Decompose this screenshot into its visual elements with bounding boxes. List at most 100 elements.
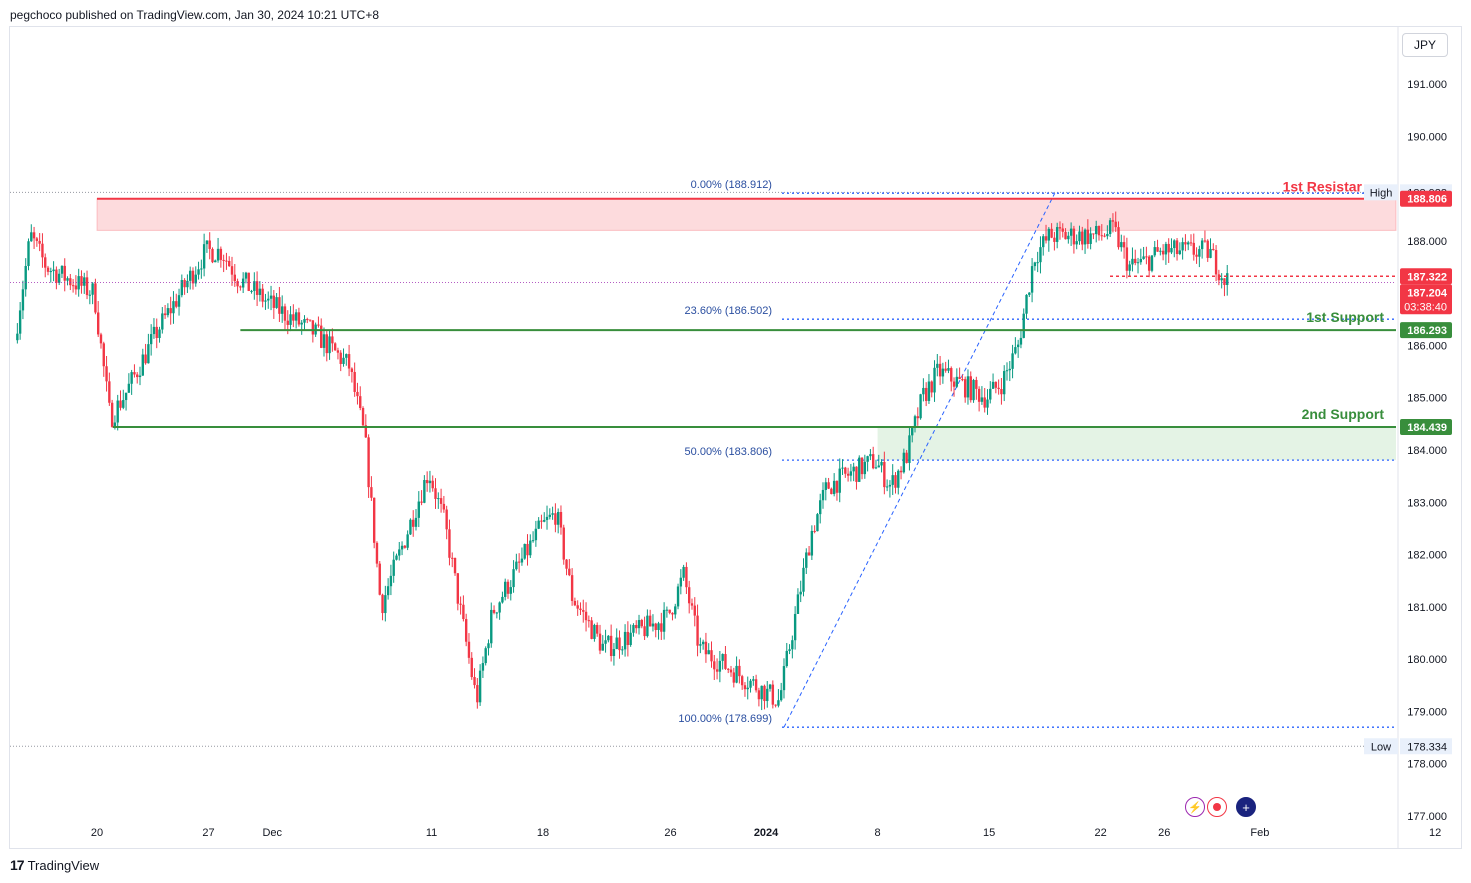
candle-body-75 xyxy=(225,260,228,262)
candle-body-71 xyxy=(214,260,217,263)
candle-body-198 xyxy=(568,568,571,576)
candle-body-218 xyxy=(623,631,627,650)
candle-body-69 xyxy=(208,240,211,249)
candle-body-17 xyxy=(63,265,66,281)
candle-body-406 xyxy=(1147,256,1151,271)
x-tick-5: 26 xyxy=(664,827,676,839)
candle-body-59 xyxy=(180,280,184,296)
lightning-icon[interactable]: ⚡ xyxy=(1185,797,1205,817)
candle-body-404 xyxy=(1142,256,1145,259)
candle-body-391 xyxy=(1106,234,1109,237)
candle-body-86 xyxy=(255,281,259,295)
candle-body-280 xyxy=(796,594,800,614)
currency-button[interactable]: JPY xyxy=(1402,33,1448,57)
candle-body-88 xyxy=(261,288,264,302)
candle-body-297 xyxy=(844,467,847,474)
candle-body-385 xyxy=(1089,233,1092,244)
candle-body-194 xyxy=(556,511,560,525)
candle-body-302 xyxy=(858,457,861,482)
fib-label-3: 100.00% (178.699) xyxy=(678,713,772,725)
candle-body-338 xyxy=(958,376,961,380)
candle-body-213 xyxy=(609,635,613,657)
candle-body-356 xyxy=(1008,368,1011,371)
candle-body-91 xyxy=(269,295,273,299)
candle-body-395 xyxy=(1117,227,1120,248)
candle-body-10 xyxy=(44,257,47,268)
candle-body-112 xyxy=(328,336,331,354)
candle-body-312 xyxy=(885,486,889,488)
candle-body-327 xyxy=(927,381,931,401)
candle-body-374 xyxy=(1058,227,1062,229)
candle-body-414 xyxy=(1170,248,1173,253)
candle-body-231 xyxy=(660,623,663,632)
candle-body-34 xyxy=(110,402,114,427)
uk-flag-icon[interactable]: + xyxy=(1236,797,1256,817)
candle-body-55 xyxy=(169,308,172,314)
candle-body-56 xyxy=(172,301,175,314)
candle-body-46 xyxy=(144,354,147,364)
candle-body-411 xyxy=(1161,250,1165,255)
candle-body-367 xyxy=(1039,247,1042,263)
candle-body-180 xyxy=(517,561,521,563)
candle-body-116 xyxy=(339,352,342,364)
candle-body-389 xyxy=(1100,235,1103,237)
candle-body-239 xyxy=(682,566,685,578)
candle-body-21 xyxy=(74,285,78,290)
candle-body-208 xyxy=(596,624,599,634)
candle-body-191 xyxy=(548,514,552,517)
candle-body-265 xyxy=(754,679,758,691)
candle-body-96 xyxy=(283,306,287,321)
candle-body-92 xyxy=(272,295,276,308)
candle-body-339 xyxy=(961,379,964,381)
x-tick-12: 12 xyxy=(1429,827,1441,839)
candle-body-353 xyxy=(1000,389,1003,395)
candle-body-349 xyxy=(989,388,992,400)
y-tick-9: 186.000 xyxy=(1407,340,1447,352)
candle-body-424 xyxy=(1198,249,1201,257)
candle-body-143 xyxy=(414,517,418,527)
x-tick-4: 18 xyxy=(537,827,549,839)
candle-body-340 xyxy=(963,379,967,398)
candle-body-172 xyxy=(495,612,499,614)
tradingview-logo[interactable]: 17 TradingView xyxy=(10,857,99,873)
fib-label-2: 50.00% (183.806) xyxy=(685,446,772,458)
candle-body-362 xyxy=(1025,294,1028,314)
candle-body-254 xyxy=(724,654,727,669)
candle-body-299 xyxy=(849,471,853,476)
candle-body-149 xyxy=(431,480,434,489)
candle-body-365 xyxy=(1033,262,1037,267)
candle-body-403 xyxy=(1139,258,1143,263)
candle-body-114 xyxy=(333,343,337,351)
candle-body-358 xyxy=(1014,347,1017,354)
candle-body-416 xyxy=(1175,240,1179,255)
candle-body-43 xyxy=(136,374,139,378)
candle-body-64 xyxy=(194,274,197,284)
candle-body-115 xyxy=(336,350,340,353)
candle-body-279 xyxy=(793,613,797,641)
fib-label-0: 0.00% (188.912) xyxy=(691,179,772,191)
candle-body-282 xyxy=(802,567,805,592)
y-tick-7: 184.000 xyxy=(1407,445,1447,457)
candle-body-225 xyxy=(643,626,646,637)
candle-body-421 xyxy=(1189,242,1193,244)
candle-body-357 xyxy=(1011,353,1014,369)
high-caption-bg xyxy=(1364,184,1398,201)
candle-body-262 xyxy=(746,687,749,690)
candle-body-419 xyxy=(1184,242,1187,245)
candle-body-29 xyxy=(96,312,100,335)
candle-body-292 xyxy=(830,488,833,495)
candle-body-258 xyxy=(735,665,738,683)
candle-body-67 xyxy=(202,244,206,269)
candle-body-170 xyxy=(490,609,493,644)
record-icon[interactable] xyxy=(1207,797,1227,817)
candle-body-209 xyxy=(598,633,602,651)
candle-body-288 xyxy=(819,500,822,515)
candle-body-130 xyxy=(378,563,381,595)
support2-tag: 184.439 xyxy=(1407,422,1447,434)
y-tick-8: 185.000 xyxy=(1407,393,1447,405)
candle-body-330 xyxy=(936,363,939,368)
candle-body-171 xyxy=(492,609,496,613)
candle-body-26 xyxy=(88,294,92,296)
candle-body-368 xyxy=(1042,236,1045,248)
